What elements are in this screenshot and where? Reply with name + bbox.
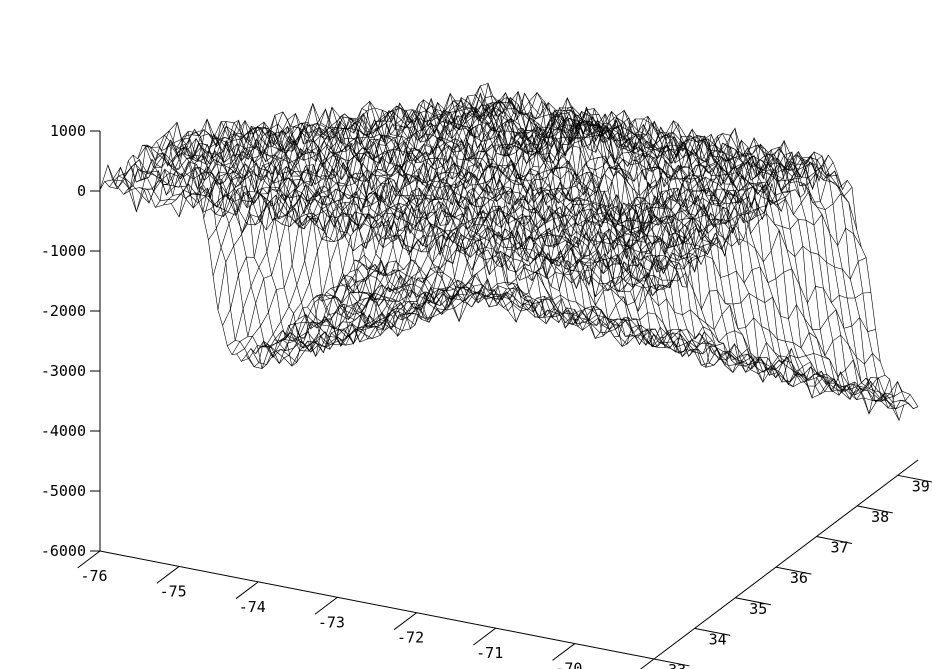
mesh-line-y bbox=[203, 111, 758, 238]
x-tick-label: -73 bbox=[318, 613, 345, 631]
mesh-line-y bbox=[137, 141, 692, 270]
surface-mesh-rows bbox=[99, 83, 919, 421]
z-tick-label: -5000 bbox=[41, 482, 86, 500]
mesh-line-y bbox=[104, 166, 659, 298]
mesh-line-y bbox=[241, 99, 796, 362]
y-tick bbox=[775, 566, 812, 575]
mesh-line-y bbox=[132, 153, 688, 288]
mesh-line-y bbox=[161, 121, 716, 256]
x-tick-label: -74 bbox=[239, 598, 266, 616]
x-tick bbox=[314, 596, 338, 615]
mesh-line-y bbox=[269, 94, 824, 352]
mesh-line-y bbox=[278, 92, 834, 353]
y-tick-label: 35 bbox=[749, 600, 767, 618]
mesh-line-x bbox=[186, 112, 452, 336]
mesh-line-y bbox=[326, 255, 881, 365]
mesh-line-y bbox=[123, 159, 678, 289]
mesh-line-y bbox=[184, 121, 740, 246]
x-tick-label: -75 bbox=[160, 582, 187, 600]
z-tick-label: -3000 bbox=[41, 362, 86, 380]
x-tick bbox=[156, 566, 180, 584]
mesh-line-y bbox=[288, 90, 843, 343]
x-tick bbox=[552, 643, 576, 661]
mesh-line-y bbox=[245, 105, 801, 369]
y-tick bbox=[735, 597, 771, 606]
y-tick-label: 37 bbox=[830, 539, 848, 557]
x-tick-label: -70 bbox=[555, 660, 582, 669]
mesh-line-y bbox=[227, 100, 782, 347]
mesh-line-y bbox=[156, 134, 711, 273]
x-axis-line bbox=[99, 550, 655, 660]
mesh-line-y bbox=[321, 226, 876, 332]
y-tick bbox=[816, 536, 853, 544]
y-tick-label: 39 bbox=[912, 477, 930, 495]
mesh-line-y bbox=[236, 103, 791, 355]
mesh-line-y bbox=[128, 158, 683, 287]
mesh-line-x bbox=[107, 130, 373, 368]
z-tick-label: 0 bbox=[77, 182, 86, 200]
y-axis-line bbox=[653, 459, 919, 660]
mesh-line-y bbox=[114, 168, 669, 297]
mesh-line-y bbox=[354, 259, 909, 415]
mesh-line-y bbox=[349, 260, 905, 410]
y-tick bbox=[653, 658, 690, 667]
mesh-line-y bbox=[222, 108, 777, 326]
x-tick bbox=[639, 658, 655, 669]
mesh-line-y bbox=[293, 99, 848, 347]
x-tick bbox=[393, 612, 417, 630]
y-tick-label: 33 bbox=[668, 661, 686, 669]
z-tick-label: 1000 bbox=[50, 122, 86, 140]
x-tick-label: -71 bbox=[476, 644, 503, 662]
y-tick bbox=[856, 505, 893, 514]
axes bbox=[77, 130, 932, 669]
y-tick bbox=[694, 627, 731, 636]
x-tick-label: -72 bbox=[397, 629, 424, 647]
x-tick-label: -76 bbox=[80, 567, 107, 585]
y-tick-label: 36 bbox=[790, 569, 808, 587]
mesh-line-y bbox=[217, 102, 773, 310]
mesh-line-y bbox=[316, 205, 871, 326]
mesh-line-y bbox=[255, 100, 810, 365]
z-tick-label: -1000 bbox=[41, 242, 86, 260]
tick-labels: 1000 0 -1000 -2000 -3000 -4000 -5000 -6000 -76 -7… bbox=[41, 122, 930, 669]
mesh-line-y bbox=[118, 163, 674, 291]
mesh-line-y bbox=[344, 274, 900, 421]
x-tick bbox=[77, 550, 101, 569]
mesh-line-y bbox=[302, 121, 857, 337]
y-tick bbox=[897, 474, 932, 483]
y-tick-label: 34 bbox=[709, 630, 727, 648]
mesh-line-y bbox=[170, 125, 725, 257]
mesh-line-y bbox=[307, 151, 862, 332]
mesh-line-y bbox=[359, 260, 914, 409]
mesh-line-y bbox=[297, 103, 853, 345]
z-tick-label: -2000 bbox=[41, 302, 86, 320]
z-tick-label: -4000 bbox=[41, 422, 86, 440]
x-tick bbox=[235, 581, 259, 600]
z-tick-label: -6000 bbox=[41, 542, 86, 560]
mesh-line-y bbox=[340, 278, 895, 407]
mesh-line-y bbox=[146, 139, 702, 268]
y-tick-label: 38 bbox=[871, 508, 889, 526]
mesh-line-y bbox=[363, 254, 919, 407]
x-tick bbox=[473, 627, 497, 646]
mesh-line-y bbox=[151, 143, 707, 260]
mesh-line-y bbox=[189, 120, 744, 240]
mesh-line-y bbox=[311, 179, 867, 330]
surface-mesh-columns bbox=[99, 82, 919, 422]
mesh-line-y bbox=[194, 121, 749, 234]
mesh-line-y bbox=[283, 92, 838, 354]
